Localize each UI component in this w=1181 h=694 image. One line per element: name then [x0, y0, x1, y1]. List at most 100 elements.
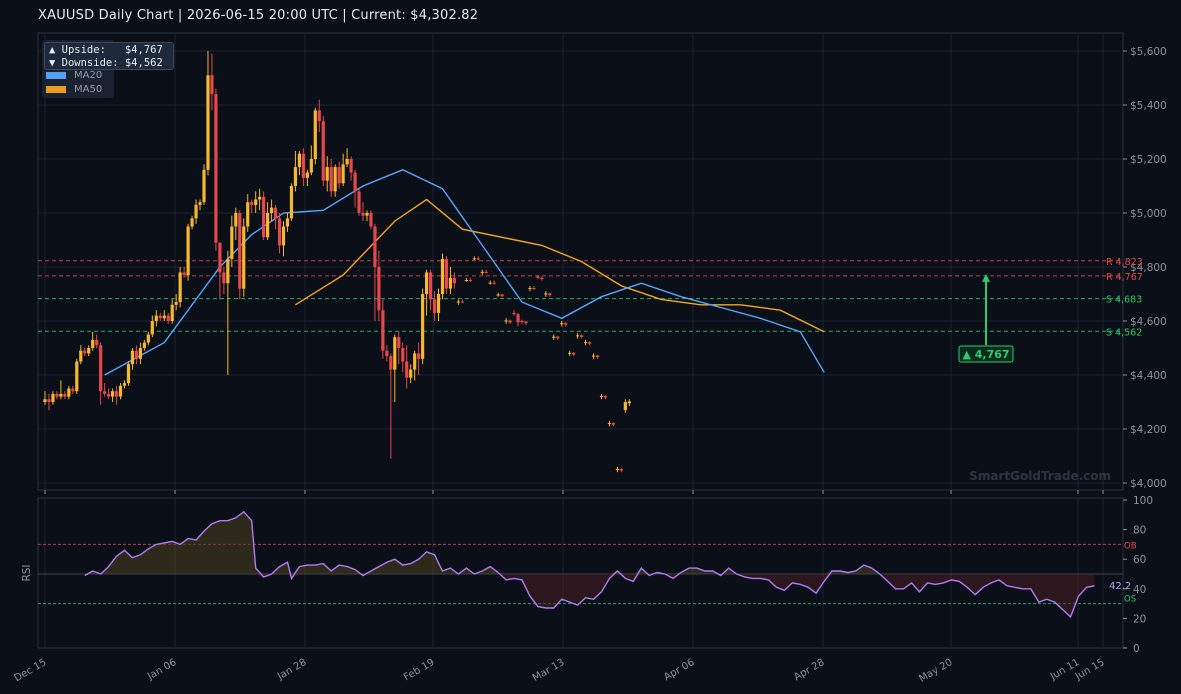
candle-body — [226, 258, 230, 284]
candle-body — [401, 348, 405, 362]
candle-body — [325, 167, 329, 181]
rsi-fill-above — [84, 511, 1095, 574]
candle-body — [266, 213, 270, 238]
y-tick-label: $4,400 — [1130, 370, 1167, 382]
candle-body — [301, 153, 305, 178]
ma20-swatch — [46, 72, 66, 79]
candle-body — [619, 468, 623, 471]
candle-body — [520, 321, 524, 322]
candle-body — [492, 282, 496, 284]
target-label-box — [958, 345, 1014, 363]
rsi-ob-label: OB — [1124, 541, 1137, 551]
candle-body — [599, 396, 604, 398]
candle-body — [627, 401, 631, 404]
candle-body — [126, 364, 131, 384]
candle-body — [154, 315, 158, 321]
candle-body — [615, 468, 619, 470]
downside-text: ▼ Downside: $4,562 — [49, 57, 163, 69]
candle-body — [67, 388, 71, 397]
level-label: S 4,683 — [1106, 295, 1142, 306]
candle-body — [572, 352, 576, 355]
rsi-fill-below — [84, 574, 1095, 617]
y-tick-label: $4,000 — [1130, 478, 1167, 490]
candle-body — [337, 167, 341, 184]
candle-body — [397, 337, 401, 348]
candle-body — [313, 110, 317, 159]
rsi-last-label: 42.2 — [1109, 581, 1131, 592]
y-tick-label: $4,800 — [1130, 262, 1167, 274]
candle-body — [47, 399, 51, 402]
candle-body — [114, 391, 119, 397]
candle-body — [436, 294, 441, 313]
candle-body — [428, 272, 433, 300]
legend-label: MA20 — [74, 70, 103, 81]
candle-body — [357, 191, 361, 213]
candle-body — [544, 293, 548, 295]
candle-body — [71, 388, 75, 392]
candle-body — [166, 315, 170, 321]
candle-body — [75, 361, 79, 392]
candle-body — [146, 334, 150, 343]
y-tick-label: $4,200 — [1130, 424, 1167, 436]
candle-body — [548, 293, 552, 296]
candle-body — [472, 258, 476, 260]
candle-body — [496, 294, 500, 296]
target-label: ▲ 4,767 — [962, 348, 1009, 361]
candle-body — [607, 423, 612, 425]
ma50-line — [295, 198, 825, 333]
candle-body — [623, 402, 627, 411]
candle-body — [103, 391, 107, 394]
candle-body — [476, 258, 480, 260]
candle-body — [83, 350, 87, 354]
legend-item-ma20: MA20 — [46, 70, 102, 81]
candle-body — [305, 172, 309, 178]
candle-body — [178, 272, 182, 303]
candle-body — [218, 242, 222, 273]
candle-body — [361, 213, 365, 216]
candle-body — [452, 277, 457, 284]
candle-body — [289, 186, 294, 219]
candle-body — [273, 207, 278, 219]
level-label: S 4,562 — [1106, 327, 1142, 338]
candle-body — [385, 350, 389, 357]
rsi-y-tick-label: 20 — [1133, 613, 1146, 625]
candle-body — [564, 323, 568, 325]
candle-body — [456, 301, 460, 303]
candle-body — [464, 279, 468, 281]
target-arrow-head — [982, 273, 990, 282]
y-tick-label: $5,000 — [1130, 208, 1167, 220]
candle-body — [389, 356, 393, 370]
candle-body — [444, 258, 449, 289]
x-tick-label: Mar 13 — [531, 657, 567, 684]
legend-item-ma50: MA50 — [46, 84, 102, 95]
candle-body — [512, 312, 516, 315]
y-tick-label: $5,600 — [1130, 46, 1167, 58]
candle-body — [309, 159, 313, 173]
candle-body — [246, 202, 250, 227]
candle-body — [170, 304, 174, 321]
x-tick-label: Feb 19 — [402, 657, 437, 683]
candle-body — [118, 385, 123, 397]
candle-body — [603, 396, 608, 398]
candle-body — [584, 342, 588, 344]
candle-body — [122, 383, 127, 386]
candle-body — [448, 277, 453, 289]
candle-body — [59, 393, 63, 397]
candle-body — [79, 350, 83, 362]
candle-body — [55, 393, 59, 397]
candle-body — [536, 276, 540, 278]
candle-body — [63, 393, 67, 397]
candle-body — [329, 167, 333, 192]
candle-body — [285, 218, 290, 227]
y-tick-label: $4,600 — [1130, 316, 1167, 328]
candle-body — [262, 196, 266, 238]
candle-body — [293, 167, 298, 186]
rsi-y-tick-label: 60 — [1133, 554, 1146, 566]
candle-body — [353, 172, 357, 192]
candle-body — [552, 336, 556, 338]
candle-body — [373, 226, 377, 267]
x-tick-label: Apr 06 — [662, 657, 696, 683]
candle-body — [51, 393, 55, 402]
candle-body — [190, 218, 194, 227]
